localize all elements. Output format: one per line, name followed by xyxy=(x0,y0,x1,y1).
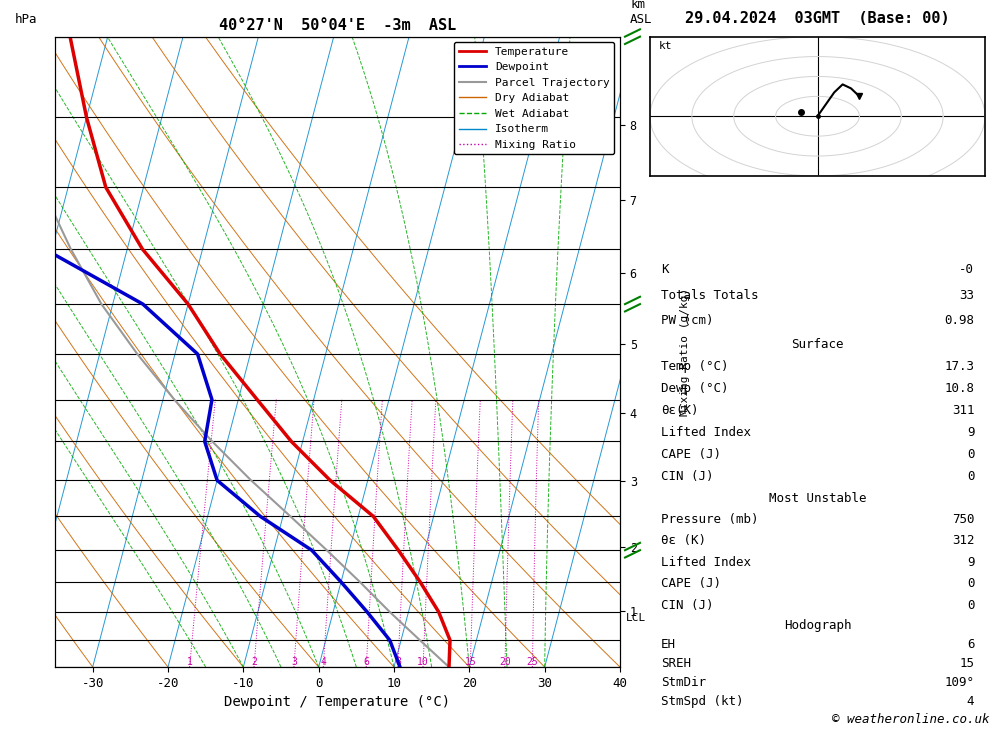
Text: 20: 20 xyxy=(499,657,511,667)
Text: -0: -0 xyxy=(959,263,974,276)
Text: 0: 0 xyxy=(967,577,974,590)
Text: 6: 6 xyxy=(363,657,369,667)
Text: 311: 311 xyxy=(952,404,974,417)
Text: 33: 33 xyxy=(959,289,974,301)
Text: 0: 0 xyxy=(967,599,974,611)
Text: StmSpd (kt): StmSpd (kt) xyxy=(661,695,743,708)
Text: Lifted Index: Lifted Index xyxy=(661,426,751,439)
Text: 0: 0 xyxy=(967,470,974,483)
Text: Totals Totals: Totals Totals xyxy=(661,289,758,301)
Text: Hodograph: Hodograph xyxy=(784,619,851,632)
Text: StmDir: StmDir xyxy=(661,676,706,689)
Text: hPa: hPa xyxy=(15,12,38,26)
Text: θε (K): θε (K) xyxy=(661,534,706,548)
Text: 40°27'N  50°04'E  -3m  ASL: 40°27'N 50°04'E -3m ASL xyxy=(219,18,456,33)
Text: PW (cm): PW (cm) xyxy=(661,314,713,327)
Text: 15: 15 xyxy=(464,657,476,667)
Text: kt: kt xyxy=(658,40,672,51)
Text: CAPE (J): CAPE (J) xyxy=(661,577,721,590)
Text: 17.3: 17.3 xyxy=(944,360,974,373)
Text: 6: 6 xyxy=(967,638,974,651)
Text: 3: 3 xyxy=(291,657,297,667)
Text: 29.04.2024  03GMT  (Base: 00): 29.04.2024 03GMT (Base: 00) xyxy=(685,11,950,26)
Text: 1: 1 xyxy=(187,657,193,667)
Text: 2: 2 xyxy=(251,657,257,667)
Text: Temp (°C): Temp (°C) xyxy=(661,360,728,373)
Text: 4: 4 xyxy=(967,695,974,708)
Text: 0.98: 0.98 xyxy=(944,314,974,327)
Text: 312: 312 xyxy=(952,534,974,548)
Text: CIN (J): CIN (J) xyxy=(661,470,713,483)
Text: km
ASL: km ASL xyxy=(630,0,652,26)
Text: Most Unstable: Most Unstable xyxy=(769,492,866,504)
Text: 0: 0 xyxy=(967,448,974,461)
Text: 10: 10 xyxy=(417,657,429,667)
Text: LCL: LCL xyxy=(626,613,646,622)
Text: © weatheronline.co.uk: © weatheronline.co.uk xyxy=(832,712,990,726)
Text: Surface: Surface xyxy=(791,338,844,351)
Text: K: K xyxy=(661,263,668,276)
Text: 9: 9 xyxy=(967,426,974,439)
Text: Lifted Index: Lifted Index xyxy=(661,556,751,569)
X-axis label: Dewpoint / Temperature (°C): Dewpoint / Temperature (°C) xyxy=(224,696,451,710)
Text: CIN (J): CIN (J) xyxy=(661,599,713,611)
Text: SREH: SREH xyxy=(661,657,691,670)
Text: Mixing Ratio (g/kg): Mixing Ratio (g/kg) xyxy=(680,288,690,416)
Legend: Temperature, Dewpoint, Parcel Trajectory, Dry Adiabat, Wet Adiabat, Isotherm, Mi: Temperature, Dewpoint, Parcel Trajectory… xyxy=(454,43,614,155)
Text: CAPE (J): CAPE (J) xyxy=(661,448,721,461)
Text: 109°: 109° xyxy=(944,676,974,689)
Text: 4: 4 xyxy=(320,657,326,667)
Text: 750: 750 xyxy=(952,513,974,526)
Text: 10.8: 10.8 xyxy=(944,382,974,395)
Text: Pressure (mb): Pressure (mb) xyxy=(661,513,758,526)
Text: EH: EH xyxy=(661,638,676,651)
Text: Dewp (°C): Dewp (°C) xyxy=(661,382,728,395)
Text: 8: 8 xyxy=(395,657,401,667)
Text: 25: 25 xyxy=(527,657,538,667)
Text: θε(K): θε(K) xyxy=(661,404,698,417)
Text: 9: 9 xyxy=(967,556,974,569)
Text: 15: 15 xyxy=(959,657,974,670)
